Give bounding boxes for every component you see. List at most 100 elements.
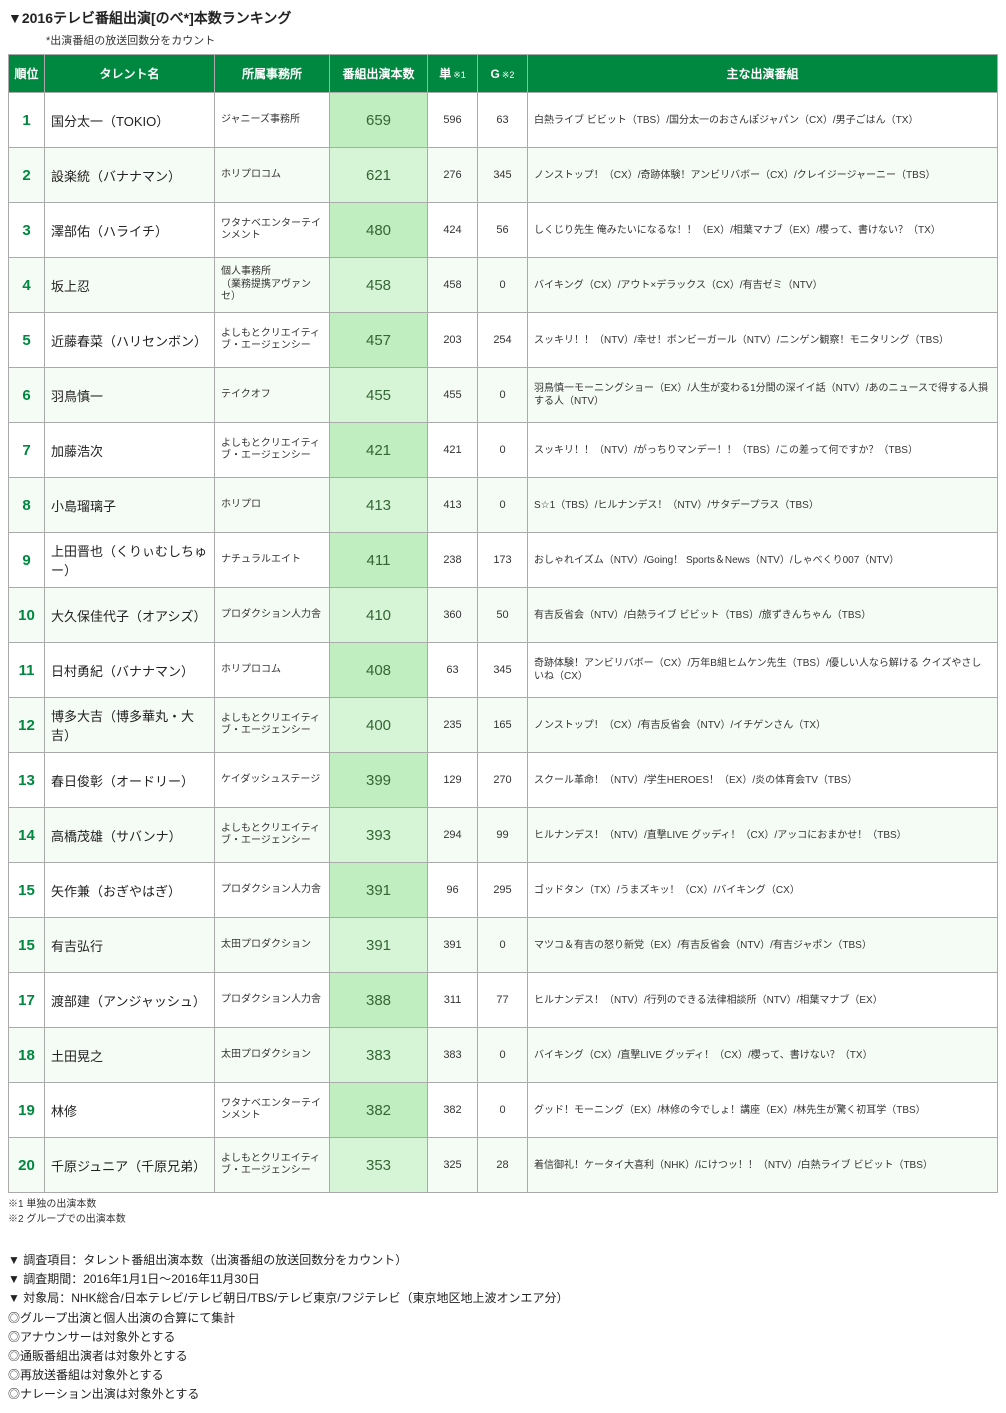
cell-shows: ノンストップ！（CX）/奇跡体験！アンビリバボー（CX）/クレイジージャーニー（… [528,148,998,203]
cell-single: 596 [428,93,478,148]
cell-group: 50 [478,588,528,643]
cell-agency: プロダクション人力舎 [215,863,330,918]
cell-name: 高橋茂雄（サバンナ） [45,808,215,863]
cell-shows: マツコ＆有吉の怒り新党（EX）/有吉反省会（NTV）/有吉ジャポン（TBS） [528,918,998,973]
cell-rank: 6 [9,368,45,423]
cell-group: 295 [478,863,528,918]
cell-name: 千原ジュニア（千原兄弟） [45,1138,215,1193]
cell-shows: 奇跡体験！アンビリバボー（CX）/万年B組ヒムケン先生（TBS）/優しい人なら解… [528,643,998,698]
cell-rank: 15 [9,918,45,973]
cell-rank: 20 [9,1138,45,1193]
cell-group: 0 [478,1028,528,1083]
cell-name: 有吉弘行 [45,918,215,973]
cell-single: 311 [428,973,478,1028]
cell-agency: ワタナベエンターテインメント [215,203,330,258]
header-total: 番組出演本数 [330,55,428,93]
cell-agency: 太田プロダクション [215,918,330,973]
cell-total: 399 [330,753,428,808]
cell-rank: 1 [9,93,45,148]
cell-agency: ホリプロコム [215,148,330,203]
cell-rank: 7 [9,423,45,478]
cell-agency: ジャニーズ事務所 [215,93,330,148]
cell-rank: 18 [9,1028,45,1083]
cell-rank: 4 [9,258,45,313]
cell-total: 457 [330,313,428,368]
cell-agency: よしもとクリエイティブ・エージェンシー [215,808,330,863]
cell-name: 設楽統（バナナマン） [45,148,215,203]
cell-single: 424 [428,203,478,258]
header-name: タレント名 [45,55,215,93]
cell-total: 421 [330,423,428,478]
cell-shows: ヒルナンデス！（NTV）/行列のできる法律相談所（NTV）/相葉マナブ（EX） [528,973,998,1028]
cell-shows: S☆1（TBS）/ヒルナンデス！（NTV）/サタデープラス（TBS） [528,478,998,533]
cell-total: 411 [330,533,428,588]
ranking-table: 順位 タレント名 所属事務所 番組出演本数 単※1 G※2 主な出演番組 1国分… [8,54,998,1193]
cell-name: 加藤浩次 [45,423,215,478]
cell-total: 353 [330,1138,428,1193]
header-single: 単※1 [428,55,478,93]
cell-shows: 有吉反省会（NTV）/白熱ライブ ビビット（TBS）/旅ずきんちゃん（TBS） [528,588,998,643]
cell-name: 羽鳥慎一 [45,368,215,423]
cell-agency: プロダクション人力舎 [215,588,330,643]
table-row: 4坂上忍個人事務所（業務提携アヴァンセ）4584580バイキング（CX）/アウト… [9,258,998,313]
cell-rank: 12 [9,698,45,753]
cell-shows: スクール革命！（NTV）/学生HEROES！（EX）/炎の体育会TV（TBS） [528,753,998,808]
cell-single: 458 [428,258,478,313]
cell-name: 博多大吉（博多華丸・大吉） [45,698,215,753]
cell-rank: 10 [9,588,45,643]
note-line: ◎ナレーション出演は対象外とする [8,1385,998,1404]
cell-single: 96 [428,863,478,918]
page-subtitle: *出演番組の放送回数分をカウント [46,32,998,48]
cell-agency: よしもとクリエイティブ・エージェンシー [215,1138,330,1193]
cell-group: 56 [478,203,528,258]
cell-agency: よしもとクリエイティブ・エージェンシー [215,313,330,368]
note-line: ▼ 対象局：NHK総合/日本テレビ/テレビ朝日/TBS/テレビ東京/フジテレビ（… [8,1289,998,1308]
cell-single: 238 [428,533,478,588]
cell-group: 77 [478,973,528,1028]
cell-rank: 2 [9,148,45,203]
cell-total: 383 [330,1028,428,1083]
cell-single: 203 [428,313,478,368]
cell-single: 360 [428,588,478,643]
cell-total: 382 [330,1083,428,1138]
cell-name: 国分太一（TOKIO） [45,93,215,148]
cell-group: 0 [478,258,528,313]
cell-group: 63 [478,93,528,148]
cell-name: 土田晃之 [45,1028,215,1083]
header-agency: 所属事務所 [215,55,330,93]
cell-shows: スッキリ！！（NTV）/幸せ！ボンビーガール（NTV）/ニンゲン観察！モニタリン… [528,313,998,368]
table-row: 15有吉弘行太田プロダクション3913910マツコ＆有吉の怒り新党（EX）/有吉… [9,918,998,973]
cell-shows: ヒルナンデス！（NTV）/直撃LIVE グッディ！（CX）/アッコにおまかせ！（… [528,808,998,863]
cell-total: 458 [330,258,428,313]
table-row: 12博多大吉（博多華丸・大吉）よしもとクリエイティブ・エージェンシー400235… [9,698,998,753]
cell-agency: プロダクション人力舎 [215,973,330,1028]
cell-single: 383 [428,1028,478,1083]
cell-name: 上田晋也（くりぃむしちゅー） [45,533,215,588]
cell-name: 坂上忍 [45,258,215,313]
cell-single: 63 [428,643,478,698]
cell-shows: 着信御礼！ケータイ大喜利（NHK）/にけつッ！！（NTV）/白熱ライブ ビビット… [528,1138,998,1193]
header-rank: 順位 [9,55,45,93]
cell-group: 345 [478,643,528,698]
cell-total: 621 [330,148,428,203]
cell-name: 渡部建（アンジャッシュ） [45,973,215,1028]
cell-single: 382 [428,1083,478,1138]
cell-shows: バイキング（CX）/直撃LIVE グッディ！（CX）/櫻って、書けない？（TX） [528,1028,998,1083]
cell-rank: 15 [9,863,45,918]
table-row: 14高橋茂雄（サバンナ）よしもとクリエイティブ・エージェンシー39329499ヒ… [9,808,998,863]
table-row: 19林修ワタナベエンターテインメント3823820グッド！モーニング（EX）/林… [9,1083,998,1138]
cell-total: 388 [330,973,428,1028]
cell-rank: 17 [9,973,45,1028]
cell-group: 173 [478,533,528,588]
cell-agency: ナチュラルエイト [215,533,330,588]
footnote-line: ※2 グループでの出演本数 [8,1212,998,1227]
table-row: 20千原ジュニア（千原兄弟）よしもとクリエイティブ・エージェンシー3533252… [9,1138,998,1193]
table-row: 9上田晋也（くりぃむしちゅー）ナチュラルエイト411238173おしゃれイズム（… [9,533,998,588]
cell-total: 455 [330,368,428,423]
cell-total: 410 [330,588,428,643]
cell-single: 294 [428,808,478,863]
cell-name: 日村勇紀（バナナマン） [45,643,215,698]
table-row: 17渡部建（アンジャッシュ）プロダクション人力舎38831177ヒルナンデス！（… [9,973,998,1028]
cell-shows: ノンストップ！（CX）/有吉反省会（NTV）/イチゲンさん（TX） [528,698,998,753]
cell-single: 235 [428,698,478,753]
